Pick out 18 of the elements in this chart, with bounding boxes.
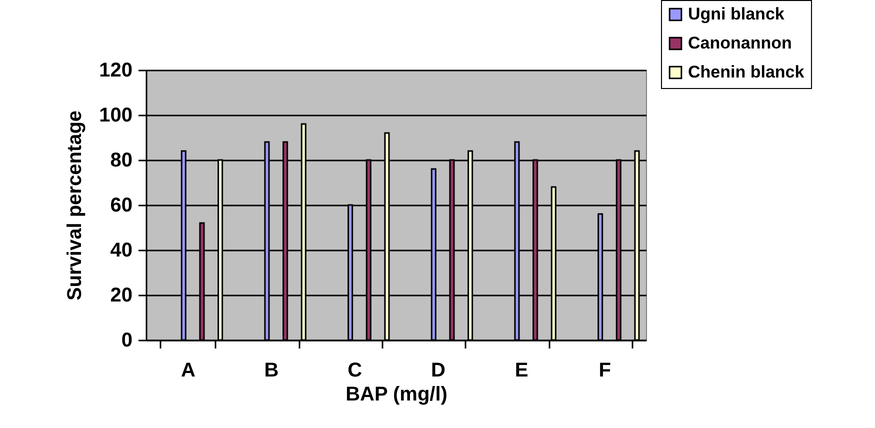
x-tick-label: D [430,360,446,382]
y-axis-title: Survival percentage [64,110,86,301]
y-tick-label: 20 [110,284,132,306]
x-tick-label: A [180,360,196,382]
y-tick-label: 100 [99,104,132,126]
y-tick-label: 60 [110,194,132,216]
x-tick-label: B [264,360,279,382]
x-tick-label: C [348,360,362,382]
legend-label: Ugni blanck [688,4,785,24]
legend-label: Chenin blanck [688,62,805,82]
y-tick-label: 120 [99,60,132,82]
y-tick-label: 0 [121,330,132,352]
x-axis-title: BAP (mg/l) [346,384,448,406]
y-tick-label: 40 [110,240,132,262]
y-tick-label: 80 [110,150,132,172]
legend-label: Canonannon [688,34,792,52]
x-tick-label: F [598,360,611,382]
x-tick-label: E [514,360,528,382]
